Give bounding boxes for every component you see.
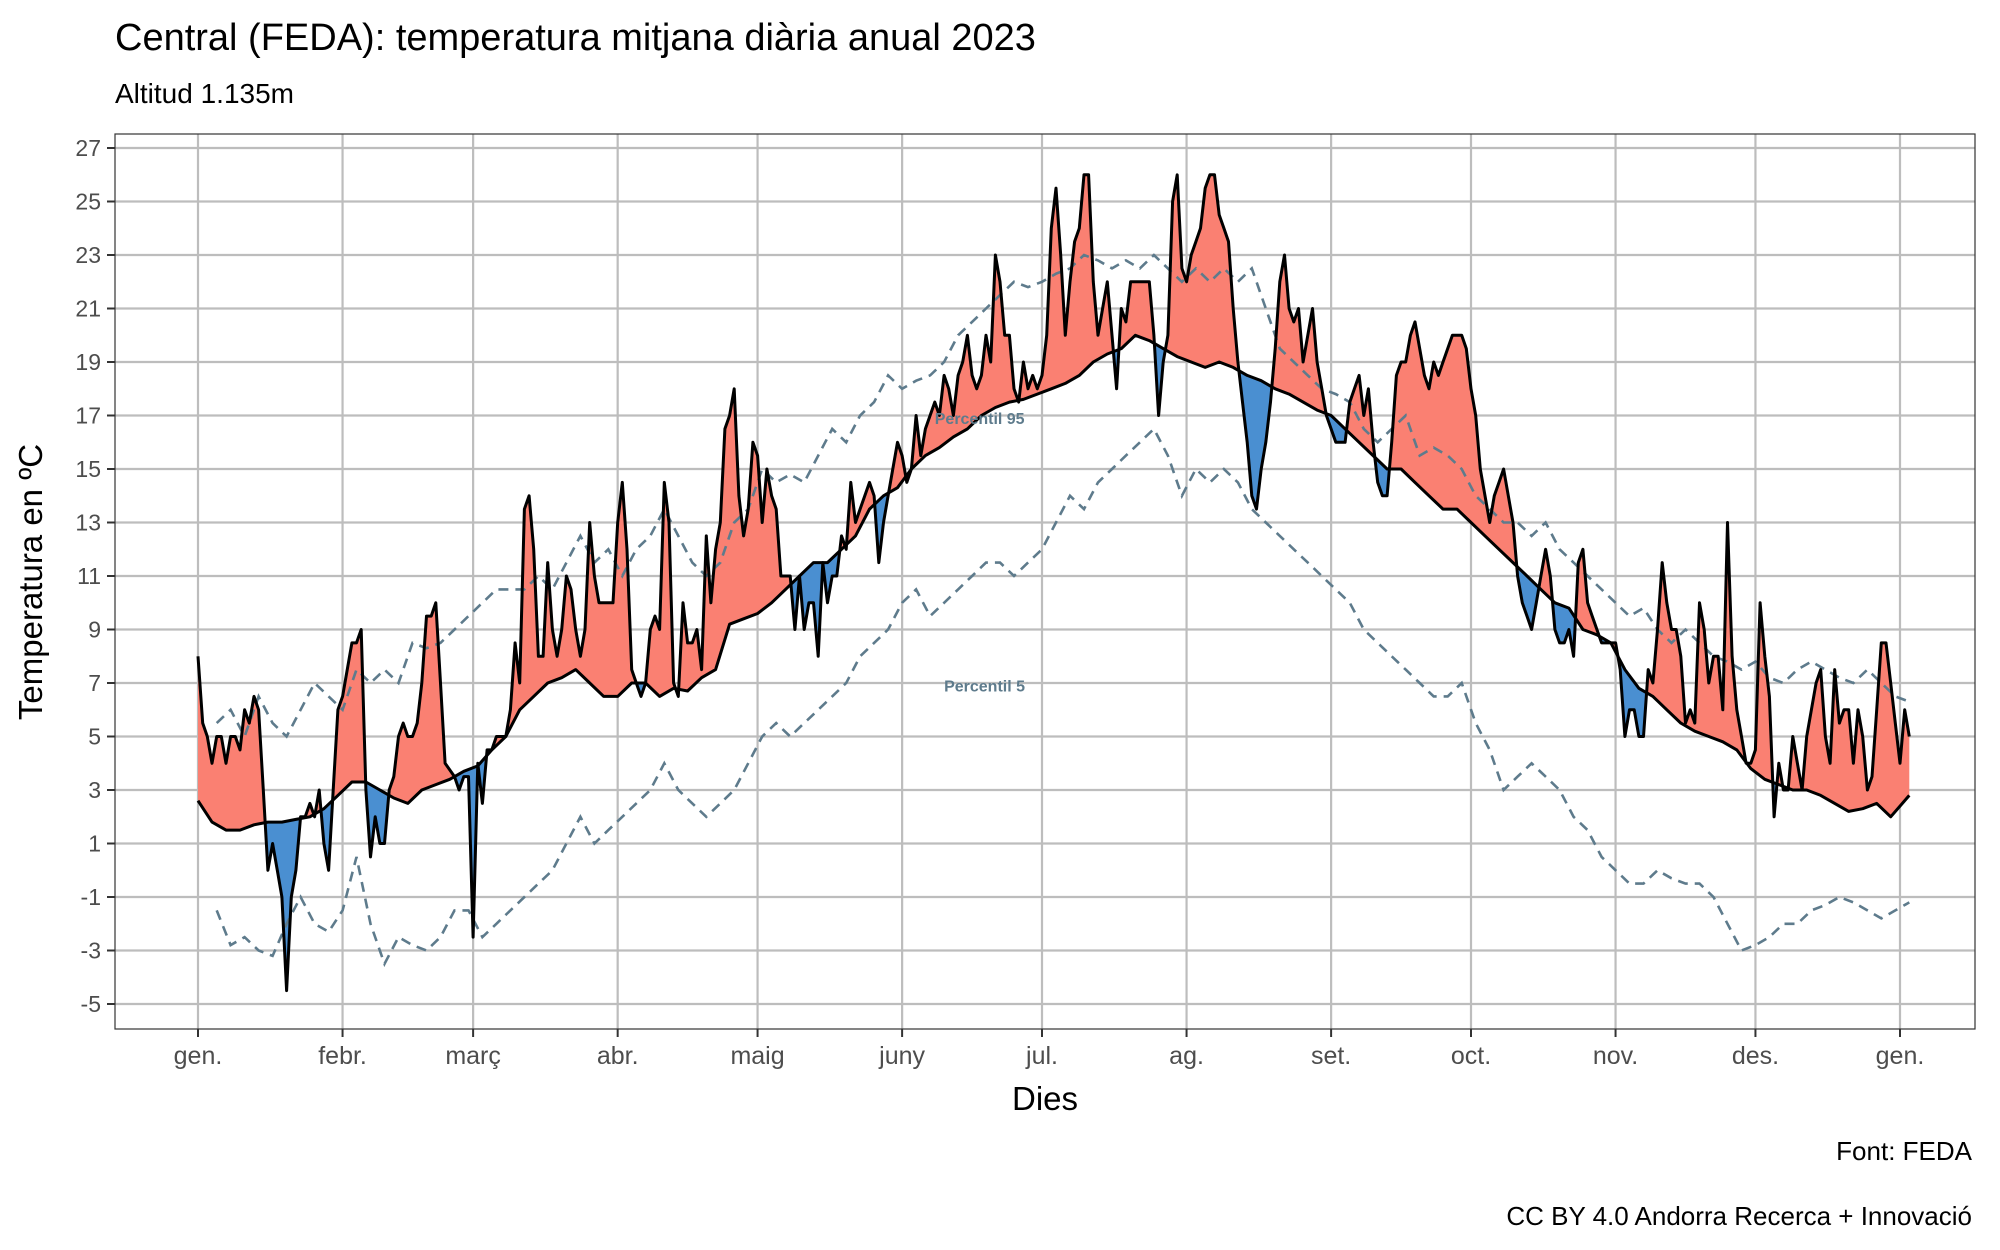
anomaly-warm xyxy=(388,602,455,804)
y-tick-label: 23 xyxy=(75,242,101,268)
x-axis-label: Dies xyxy=(1012,1080,1078,1117)
y-tick-label: 7 xyxy=(88,670,101,696)
y-tick-label: 1 xyxy=(88,831,101,857)
x-tick-label: ag. xyxy=(1169,1042,1204,1070)
percentile-labels: Percentil 95 Percentil 5 xyxy=(935,411,1025,696)
anomaly-fills xyxy=(198,174,1910,991)
y-tick-label: 13 xyxy=(75,510,101,536)
x-tick-label: abr. xyxy=(597,1042,639,1070)
anomaly-warm xyxy=(1271,255,1327,414)
x-tick-label: juny xyxy=(878,1042,925,1070)
anomaly-cold xyxy=(1326,413,1347,443)
x-tick-label: gen. xyxy=(1876,1042,1925,1070)
x-tick-label: febr. xyxy=(318,1042,367,1070)
anomaly-warm xyxy=(1746,602,1773,783)
anomaly-warm xyxy=(332,629,366,801)
y-tick-label: 9 xyxy=(88,617,101,643)
x-tick-label: jul. xyxy=(1025,1042,1058,1070)
y-tick-label: 17 xyxy=(75,403,101,429)
y-tick-label: 25 xyxy=(75,189,101,215)
source-caption: Font: FEDA xyxy=(1836,1136,1972,1166)
x-tick-label: maig xyxy=(730,1042,784,1070)
observed-temperature-line xyxy=(196,173,1911,993)
anomaly-cold xyxy=(1374,457,1390,496)
y-tick-label: -3 xyxy=(81,938,101,964)
anomaly-cold xyxy=(454,766,478,938)
anomaly-warm xyxy=(1389,321,1517,567)
x-tick-label: nov. xyxy=(1593,1042,1638,1070)
anomaly-warm xyxy=(846,482,875,545)
chart-subtitle: Altitud 1.135m xyxy=(115,78,294,109)
grid-lines xyxy=(115,134,1975,1029)
percentile-5-line xyxy=(215,426,1910,968)
y-tick-label: 11 xyxy=(77,563,101,589)
anomaly-cold xyxy=(1238,370,1272,510)
anomaly-warm xyxy=(1118,281,1155,350)
anomaly-warm xyxy=(1575,549,1600,637)
x-tick-label: des. xyxy=(1732,1042,1779,1070)
x-tick-label: març xyxy=(445,1042,501,1070)
anomaly-warm xyxy=(678,388,791,691)
y-tick-label: 3 xyxy=(88,777,101,803)
y-tick-label: 15 xyxy=(75,456,101,482)
percentile-95-label: Percentil 95 xyxy=(935,411,1025,428)
y-tick-label: -5 xyxy=(81,991,101,1017)
plot-panel-border xyxy=(114,133,1976,1030)
anomaly-cold xyxy=(1552,600,1576,657)
anomaly-warm xyxy=(1538,549,1553,601)
percentile-95-line xyxy=(215,253,1910,740)
mean-temperature-line xyxy=(196,333,1911,832)
anomaly-warm xyxy=(1018,174,1114,401)
anomaly-cold xyxy=(321,800,333,871)
license-caption: CC BY 4.0 Andorra Recerca + Innovació xyxy=(1506,1201,1972,1231)
percentile-5-label: Percentil 5 xyxy=(944,679,1025,696)
x-tick-label: oct. xyxy=(1451,1042,1491,1070)
y-axis-label: Temperatura en ºC xyxy=(12,444,49,720)
percentile-lines xyxy=(215,253,1910,968)
y-tick-label: 21 xyxy=(75,296,101,322)
y-tick-label: 27 xyxy=(75,135,101,161)
anomaly-cold xyxy=(1617,656,1647,737)
chart-title: Central (FEDA): temperatura mitjana diàr… xyxy=(115,17,1036,59)
anomaly-warm xyxy=(198,656,266,831)
temperature-lines xyxy=(196,173,1911,993)
y-tick-label: 19 xyxy=(75,349,101,375)
y-tick-label: -1 xyxy=(81,884,101,910)
x-tick-label: gen. xyxy=(174,1042,223,1070)
x-tick-label: set. xyxy=(1311,1042,1351,1070)
x-axis-ticks: gen. febr. març abr. maig juny jul. ag. set. oct.… xyxy=(174,1029,1925,1070)
y-tick-label: 5 xyxy=(88,724,101,750)
